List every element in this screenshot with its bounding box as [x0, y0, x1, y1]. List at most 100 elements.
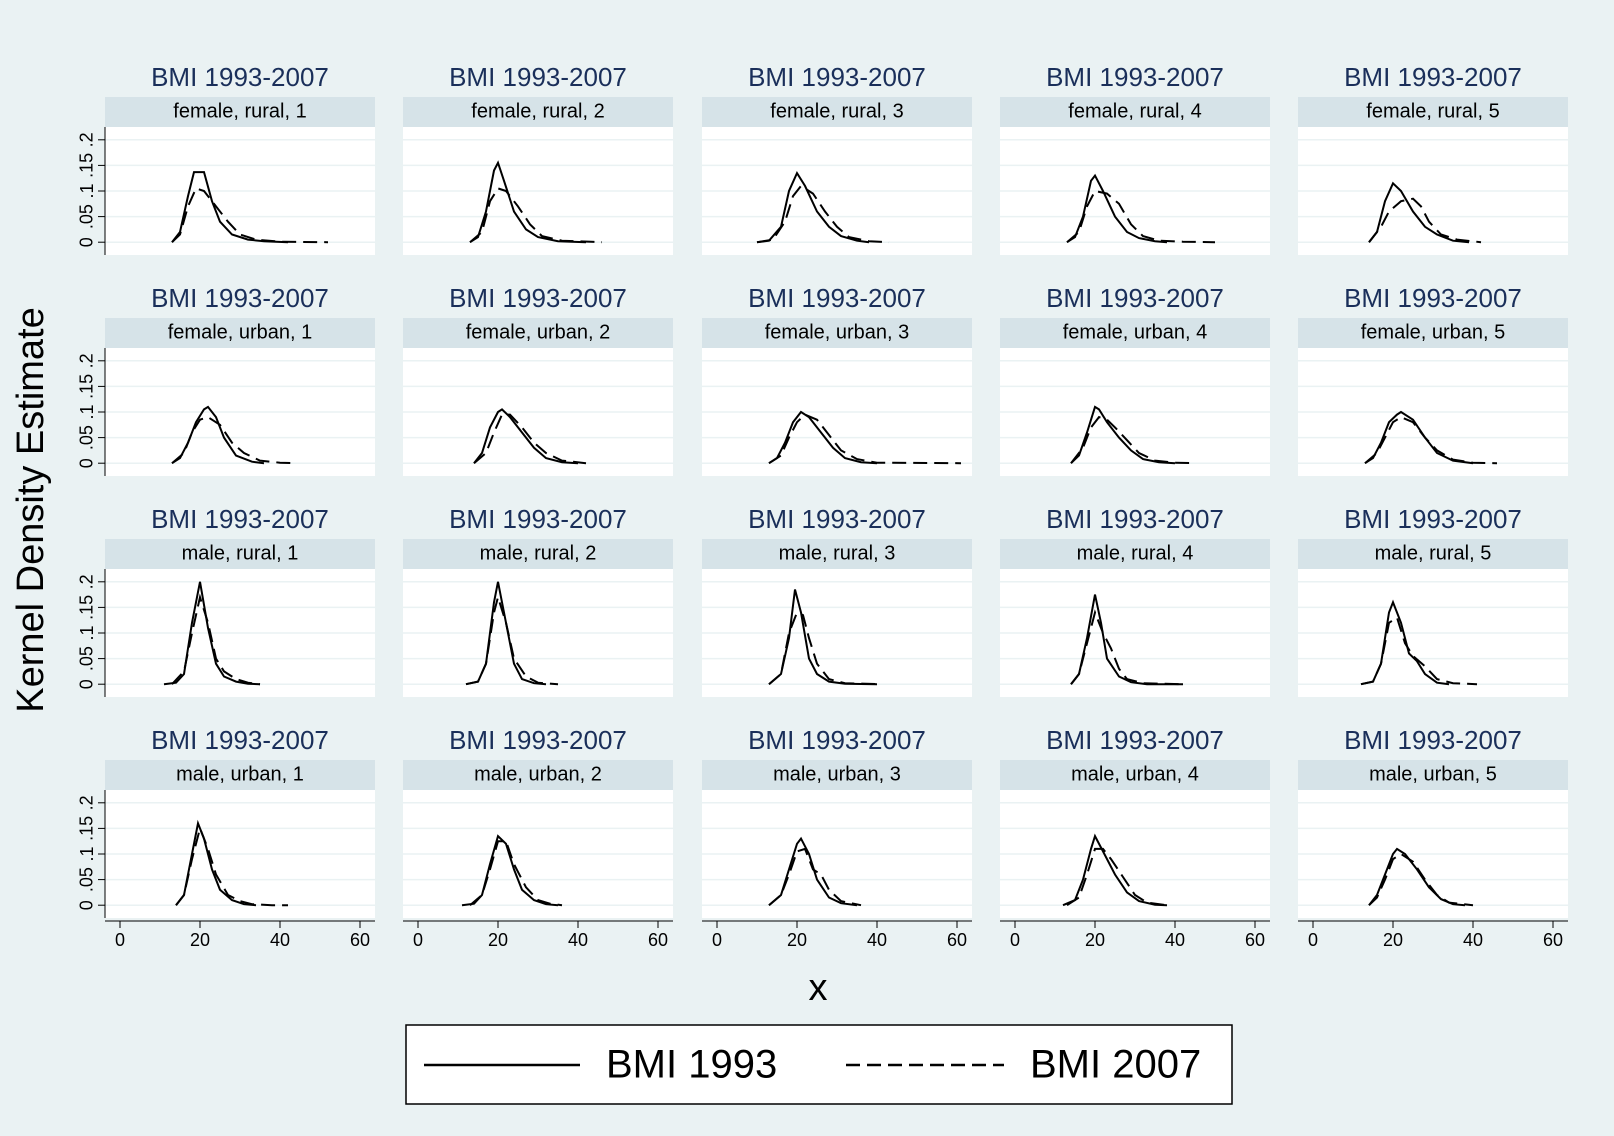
panel-subtitle: male, urban, 5 — [1369, 763, 1497, 785]
panel-strip — [702, 318, 972, 348]
panel-strip — [1000, 760, 1270, 790]
y-tick-label: .2 — [77, 574, 97, 589]
y-tick-label: .15 — [77, 595, 97, 620]
density-line — [1364, 415, 1498, 465]
y-tick-label: .1 — [77, 846, 97, 861]
panel-strip — [1298, 539, 1568, 569]
panel-title: BMI 1993-2007 — [748, 725, 926, 755]
x-tick-label: 20 — [190, 930, 210, 950]
y-tick-label: .1 — [77, 625, 97, 640]
panel-strip — [1298, 760, 1568, 790]
y-tick-label: .15 — [77, 153, 97, 178]
density-line — [1070, 609, 1184, 686]
panel-title: BMI 1993-2007 — [1046, 504, 1224, 534]
panel-title: BMI 1993-2007 — [1344, 725, 1522, 755]
density-line — [1368, 197, 1482, 244]
x-tick-label: 20 — [1383, 930, 1403, 950]
density-line — [1364, 410, 1474, 465]
panel-subtitle: male, rural, 5 — [1375, 542, 1492, 564]
panel-subtitle: female, rural, 1 — [173, 100, 306, 122]
x-tick-label: 0 — [1010, 930, 1020, 950]
panel-subtitle: male, rural, 2 — [480, 542, 597, 564]
y-tick-label: .15 — [77, 374, 97, 399]
y-tick-label: 0 — [77, 458, 97, 468]
panel-subtitle: male, urban, 1 — [176, 763, 304, 785]
legend-label: BMI 1993 — [606, 1043, 777, 1087]
x-tick-label: 60 — [1245, 930, 1265, 950]
density-line — [768, 413, 962, 465]
panel-title: BMI 1993-2007 — [449, 504, 627, 534]
density-line — [1066, 189, 1216, 244]
panel-strip — [1298, 318, 1568, 348]
panel-subtitle: male, rural, 4 — [1077, 542, 1194, 564]
panel-subtitle: male, rural, 3 — [779, 542, 896, 564]
panel-subtitle: female, urban, 3 — [765, 321, 910, 343]
panel-title: BMI 1993-2007 — [449, 283, 627, 313]
x-tick-label: 0 — [712, 930, 722, 950]
panel-title: BMI 1993-2007 — [1046, 283, 1224, 313]
panel-strip — [403, 539, 673, 569]
x-tick-label: 40 — [270, 930, 290, 950]
y-tick-label: .1 — [77, 404, 97, 419]
x-tick-label: 60 — [1543, 930, 1563, 950]
panel-subtitle: female, rural, 5 — [1366, 100, 1499, 122]
x-tick-label: 20 — [787, 930, 807, 950]
density-line — [171, 416, 297, 465]
panel-strip — [403, 760, 673, 790]
panel-subtitle: female, rural, 4 — [1068, 100, 1201, 122]
panel-title: BMI 1993-2007 — [151, 283, 329, 313]
panel-strip — [1000, 318, 1270, 348]
density-line — [1066, 173, 1168, 244]
density-line — [171, 593, 261, 686]
x-tick-label: 60 — [947, 930, 967, 950]
density-line — [465, 593, 559, 686]
legend-label: BMI 2007 — [1030, 1043, 1201, 1087]
panel-subtitle: female, urban, 1 — [168, 321, 313, 343]
panel-subtitle: male, urban, 2 — [474, 763, 602, 785]
panel-strip — [1000, 97, 1270, 127]
panel-strip — [105, 97, 375, 127]
panel-title: BMI 1993-2007 — [151, 725, 329, 755]
x-tick-label: 40 — [568, 930, 588, 950]
panel-strip — [403, 318, 673, 348]
density-line — [1368, 852, 1474, 907]
panel-strip — [702, 539, 972, 569]
panel-subtitle: female, urban, 4 — [1063, 321, 1208, 343]
density-line — [1066, 847, 1168, 907]
panel-subtitle: female, rural, 3 — [770, 100, 903, 122]
panel-subtitle: female, urban, 2 — [466, 321, 611, 343]
panel-title: BMI 1993-2007 — [151, 62, 329, 92]
x-axis-label: x — [809, 967, 828, 1009]
panel-title: BMI 1993-2007 — [449, 725, 627, 755]
x-tick-label: 40 — [867, 930, 887, 950]
density-line — [175, 825, 288, 907]
panel-title: BMI 1993-2007 — [1046, 725, 1224, 755]
x-tick-label: 0 — [413, 930, 423, 950]
panel-strip — [702, 760, 972, 790]
y-tick-label: .05 — [77, 204, 97, 229]
density-line — [1070, 415, 1196, 465]
x-tick-label: 60 — [350, 930, 370, 950]
y-tick-label: .05 — [77, 425, 97, 450]
y-tick-label: .2 — [77, 795, 97, 810]
panel-title: BMI 1993-2007 — [748, 504, 926, 534]
density-line — [768, 611, 882, 686]
y-tick-label: .2 — [77, 353, 97, 368]
density-line — [469, 840, 563, 907]
density-line — [171, 171, 289, 244]
panel-strip — [105, 318, 375, 348]
x-tick-label: 0 — [1308, 930, 1318, 950]
x-tick-label: 40 — [1165, 930, 1185, 950]
y-tick-label: 0 — [77, 237, 97, 247]
x-tick-label: 20 — [1085, 930, 1105, 950]
density-line — [469, 187, 603, 244]
density-line — [1070, 405, 1176, 465]
y-axis-label: Kernel Density Estimate — [10, 307, 52, 713]
x-tick-label: 60 — [648, 930, 668, 950]
panel-title: BMI 1993-2007 — [1344, 504, 1522, 534]
panel-strip — [105, 760, 375, 790]
panel-strip — [403, 97, 673, 127]
panel-title: BMI 1993-2007 — [151, 504, 329, 534]
